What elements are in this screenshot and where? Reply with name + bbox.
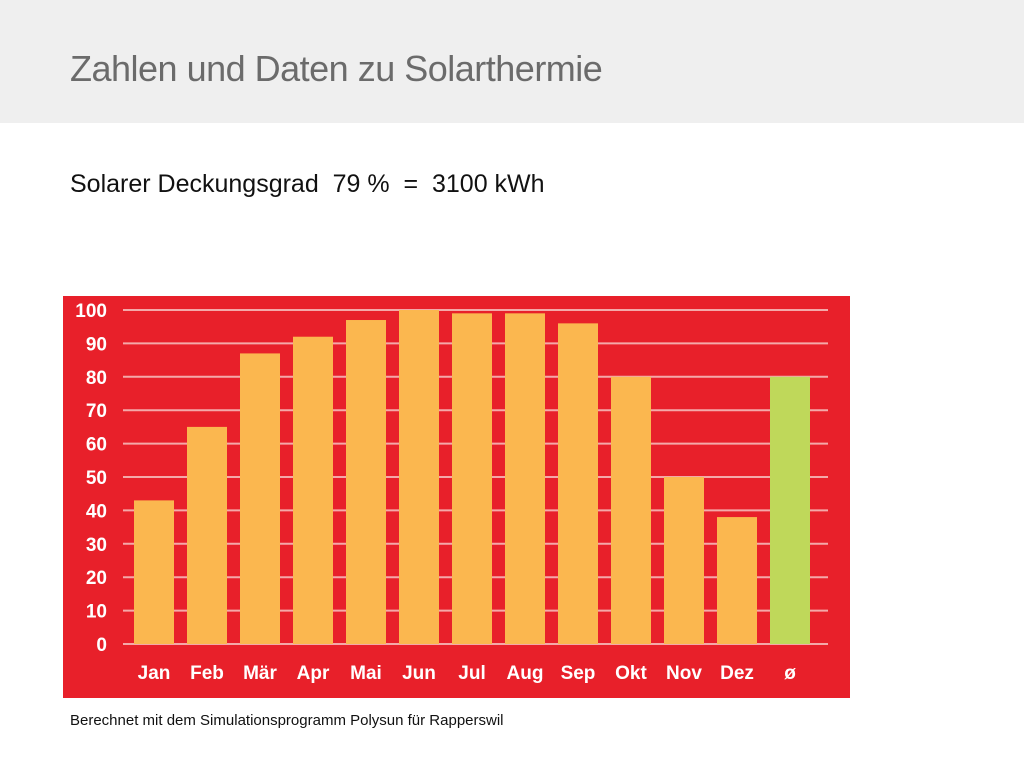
slide-title: Zahlen und Daten zu Solarthermie — [70, 48, 603, 89]
y-tick-label: 40 — [86, 501, 107, 522]
x-tick-label: Sep — [561, 663, 596, 684]
y-tick-label: 70 — [86, 401, 107, 422]
bar-average — [770, 376, 810, 644]
y-tick-label: 50 — [86, 468, 107, 489]
bar-aug — [505, 313, 545, 644]
y-tick-label: 90 — [86, 334, 107, 355]
y-tick-label: 80 — [86, 368, 107, 389]
x-tick-label: Jan — [138, 663, 171, 684]
x-tick-label: Mai — [350, 663, 382, 684]
x-tick-label: ø — [784, 663, 796, 684]
x-tick-label: Dez — [720, 663, 754, 684]
x-tick-label: Apr — [297, 663, 330, 684]
x-tick-label: Aug — [507, 663, 544, 684]
bar-okt — [611, 376, 651, 644]
y-tick-label: 60 — [86, 435, 107, 456]
y-tick-labels: 0 10 20 30 40 50 60 70 80 90 100 — [75, 301, 107, 656]
y-tick-label: 100 — [75, 301, 107, 322]
footnote: Berechnet mit dem Simulationsprogramm Po… — [70, 712, 504, 729]
x-tick-label: Feb — [190, 663, 224, 684]
bar-dez — [717, 517, 757, 644]
x-tick-label: Jul — [458, 663, 485, 684]
bar-feb — [187, 426, 227, 644]
bar-layer — [134, 310, 810, 644]
solar-coverage-subtitle: Solarer Deckungsgrad 79 % = 3100 kWh — [70, 170, 545, 198]
bar-sep — [558, 323, 598, 644]
x-tick-labels: Jan Feb Mär Apr Mai Jun Jul Aug Sep Okt Nov Dez ø — [138, 663, 797, 684]
bar-nov — [664, 477, 704, 644]
monthly-coverage-chart: 0 10 20 30 40 50 60 70 80 90 100 Jan Feb Mär Apr Mai Ju… — [63, 296, 850, 698]
x-tick-label: Okt — [615, 663, 647, 684]
y-tick-label: 20 — [86, 568, 107, 589]
chart-svg: 0 10 20 30 40 50 60 70 80 90 100 Jan Feb Mär Apr Mai Ju… — [63, 296, 850, 698]
bar-jan — [134, 500, 174, 644]
x-tick-label: Nov — [666, 663, 702, 684]
y-tick-label: 10 — [86, 602, 107, 623]
bar-mai — [346, 320, 386, 644]
bar-mär — [240, 353, 280, 644]
bar-jun — [399, 310, 439, 644]
x-tick-label: Jun — [402, 663, 436, 684]
bar-apr — [293, 336, 333, 644]
y-tick-label: 30 — [86, 535, 107, 556]
x-tick-label: Mär — [243, 663, 277, 684]
bar-jul — [452, 313, 492, 644]
y-tick-label: 0 — [96, 635, 107, 656]
header-band — [0, 0, 1024, 123]
